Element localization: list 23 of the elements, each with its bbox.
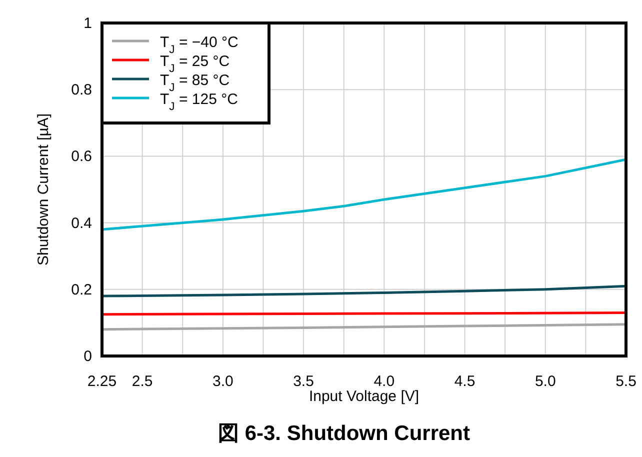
- line-series: [100, 284, 628, 298]
- y-tick-label: 0.4: [71, 214, 92, 232]
- legend-label: T$_{J}$ = 85 °C: [160, 72, 230, 94]
- y-tick-label: 0.6: [71, 148, 92, 166]
- x-tick-label: 3.0: [212, 373, 234, 390]
- legend-label: T$_{J}$ = −40 °C: [160, 34, 238, 56]
- x-tick-label: 5.0: [534, 373, 556, 390]
- x-tick-label: 3.5: [293, 373, 314, 390]
- y-tick-label: 1: [84, 15, 92, 32]
- legend-label: T$_{J}$ = 125 °C: [160, 91, 238, 113]
- y-tick-label: 0.2: [71, 281, 92, 298]
- text: 図 6-3. Shutdown Current: [218, 422, 470, 445]
- legend-label: T$_{J}$ = 25 °C: [160, 53, 230, 75]
- y-tick-label: 0: [84, 348, 92, 365]
- x-tick-label: 2.5: [132, 373, 153, 390]
- x-axis-title: Input Voltage [V]: [308, 388, 420, 405]
- x-tick-label: 4.5: [454, 373, 476, 390]
- y-tick-label: 0.8: [71, 82, 92, 99]
- x-tick-label: 4.0: [374, 373, 395, 390]
- line-series: [100, 158, 628, 231]
- x-tick-label: 2.25: [87, 373, 117, 390]
- x-tick-label: 5.5: [616, 373, 636, 390]
- y-axis-title: Shutdown Current [µA]: [35, 113, 52, 266]
